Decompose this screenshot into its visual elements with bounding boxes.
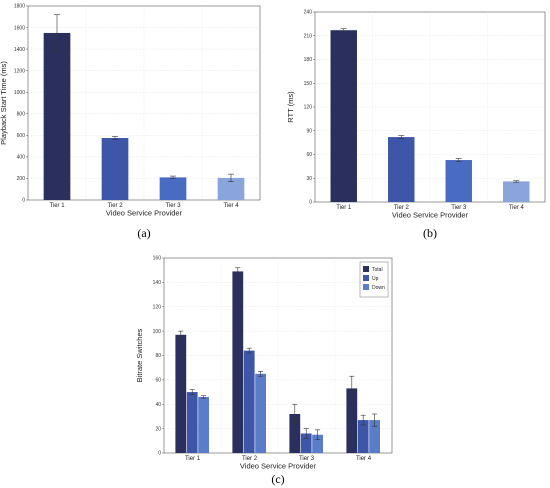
y-tick-label: 600 — [17, 133, 26, 139]
bar-total-3 — [289, 414, 301, 453]
x-tick-label: Tier 1 — [336, 205, 352, 211]
bar-tier-3 — [159, 177, 187, 200]
bar-tier-1 — [330, 30, 357, 203]
y-tick-label: 800 — [17, 111, 26, 117]
y-tick-label: 140 — [153, 280, 162, 286]
y-tick-label: 0 — [22, 198, 25, 204]
bar-down-4 — [369, 420, 380, 453]
y-tick-label: 1200 — [14, 68, 25, 74]
y-tick-label: 400 — [17, 155, 26, 161]
y-tick-label: 1000 — [14, 90, 25, 96]
x-tick-label: Tier 2 — [242, 456, 258, 462]
x-tick-label: Tier 3 — [451, 205, 467, 211]
bar-total-2 — [232, 271, 244, 453]
y-tick-label: 0 — [158, 451, 161, 457]
bar-tier-3 — [445, 160, 472, 202]
bar-up-1 — [186, 392, 198, 453]
x-axis-label: Video Service Provider — [106, 209, 183, 218]
bar-tier-4 — [503, 181, 530, 202]
x-tick-label: Tier 4 — [356, 456, 372, 462]
bar-total-4 — [346, 388, 358, 453]
y-tick-label: 100 — [153, 329, 162, 335]
bar-down-3 — [312, 434, 323, 453]
legend-swatch-up — [363, 275, 369, 281]
bar-up-3 — [300, 433, 312, 453]
bar-down-2 — [255, 373, 266, 453]
x-tick-label: Tier 2 — [107, 203, 123, 209]
x-tick-label: Tier 3 — [299, 456, 315, 462]
legend-swatch-total — [363, 266, 369, 272]
y-tick-label: 60 — [155, 378, 161, 384]
legend-label-up: Up — [372, 276, 379, 282]
y-tick-label: 120 — [153, 304, 162, 310]
x-axis-label: Video Service Provider — [392, 211, 469, 220]
x-tick-label: Tier 4 — [509, 205, 525, 211]
legend-label-total: Total — [372, 267, 383, 273]
y-tick-label: 240 — [304, 10, 313, 16]
y-tick-label: 1800 — [14, 4, 25, 10]
bar-tier-2 — [388, 137, 415, 202]
y-tick-label: 210 — [304, 33, 313, 39]
y-tick-label: 120 — [304, 105, 313, 111]
panel-label: (b) — [423, 226, 437, 240]
y-tick-label: 1400 — [14, 47, 25, 53]
bar-up-4 — [357, 420, 369, 453]
panel-label: (a) — [137, 226, 150, 240]
y-tick-label: 0 — [309, 200, 312, 206]
y-axis-label: Playback Start Time (ms) — [0, 61, 8, 145]
bar-tier-1 — [43, 32, 71, 200]
y-tick-label: 40 — [155, 402, 161, 408]
x-tick-label: Tier 1 — [185, 456, 201, 462]
x-tick-label: Tier 1 — [49, 203, 65, 209]
bar-down-1 — [198, 396, 209, 453]
legend-label-down: Down — [372, 285, 385, 291]
y-tick-label: 60 — [306, 152, 312, 158]
x-tick-label: Tier 4 — [223, 203, 239, 209]
x-tick-label: Tier 2 — [394, 205, 410, 211]
chart-c: 0 20 40 60 80 100 120 140 160 Tier 1 Tier 2 Tier 3 T… — [135, 256, 393, 486]
y-axis-label: RTT (ms) — [286, 91, 295, 123]
x-axis-label: Video Service Provider — [240, 462, 317, 471]
chart-a: 0 200 400 600 800 1000 1200 1400 1600 1800 Tier 1 T… — [0, 4, 261, 240]
y-tick-label: 30 — [306, 176, 312, 182]
y-tick-label: 200 — [17, 176, 26, 182]
y-tick-label: 1600 — [14, 25, 25, 31]
panel-label: (c) — [271, 472, 284, 486]
y-tick-label: 80 — [155, 353, 161, 359]
y-tick-label: 160 — [153, 256, 162, 262]
y-tick-label: 180 — [304, 57, 313, 63]
y-tick-label: 90 — [306, 128, 312, 134]
y-axis-label: Bitrate Switches — [135, 328, 144, 382]
x-tick-label: Tier 3 — [165, 203, 181, 209]
y-tick-label: 150 — [304, 81, 313, 87]
chart-b: 0 30 60 90 120 150 180 210 240 Tier 1 Tier 2 Tier 3… — [286, 10, 546, 240]
y-tick-label: 20 — [155, 426, 161, 432]
legend-swatch-down — [363, 284, 369, 290]
bar-tier-4 — [217, 177, 245, 200]
bar-up-2 — [243, 350, 255, 453]
bar-tier-2 — [101, 138, 129, 200]
bar-total-1 — [175, 334, 187, 453]
